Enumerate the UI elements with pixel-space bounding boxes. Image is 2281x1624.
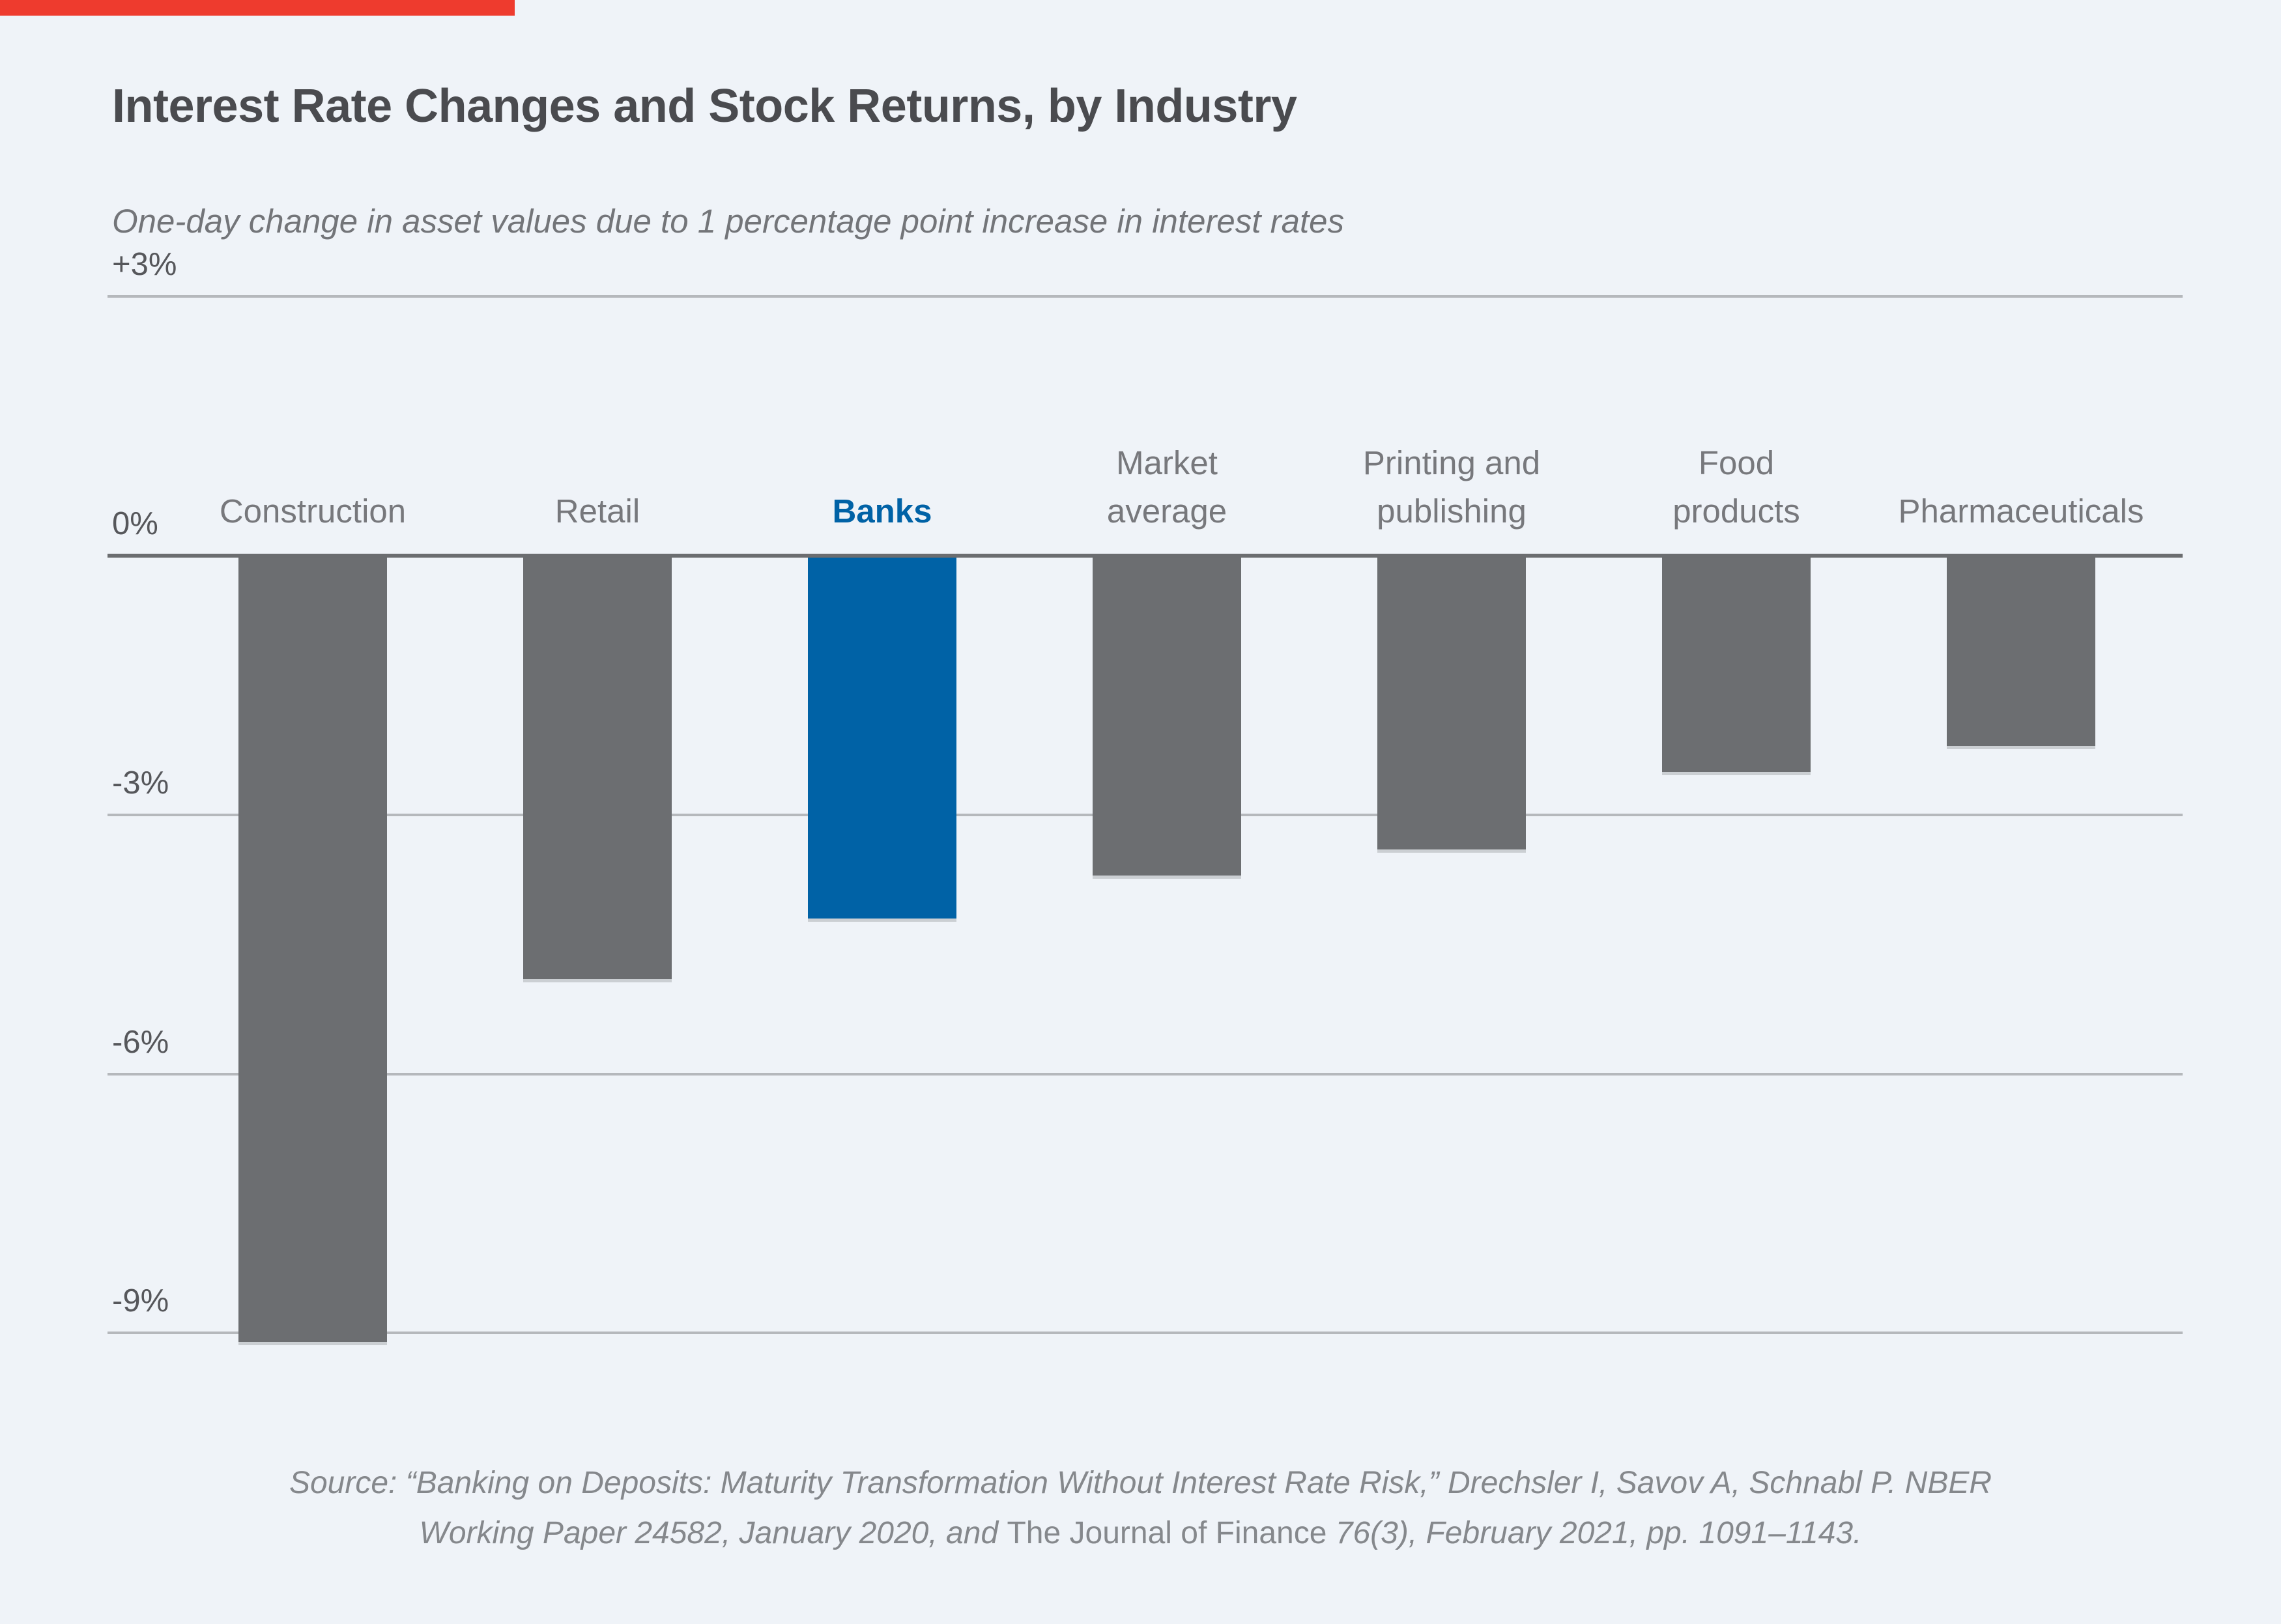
y-tick-label-0: 0% — [112, 506, 158, 541]
chart-subtitle: One-day change in asset values due to 1 … — [112, 203, 1345, 240]
category-label-construction: Construction — [219, 492, 407, 530]
bar-pharmaceuticals — [1947, 556, 2095, 746]
source-line2-issue: 76(3), February 2021, pp. 1091–1143. — [1327, 1516, 1862, 1550]
source-line2-working-paper: Working Paper 24582, January 2020, and — [419, 1516, 1007, 1550]
accent-bar — [0, 0, 515, 16]
y-tick-label--9: -9% — [112, 1283, 169, 1318]
category-label-market-average: Market average — [1106, 444, 1227, 530]
zero-axis-line — [108, 554, 2183, 558]
gridline--6 — [108, 1073, 2183, 1076]
gridline--9 — [108, 1332, 2183, 1334]
category-label-retail: Retail — [554, 492, 640, 530]
gridline-+3 — [108, 295, 2183, 298]
bar-food-products — [1662, 556, 1811, 772]
source-line2-journal-name: The Journal of Finance — [1007, 1516, 1327, 1550]
source-citation: Source: “Banking on Deposits: Maturity T… — [0, 1458, 2281, 1558]
y-tick-label--6: -6% — [112, 1025, 169, 1060]
bar-banks — [808, 556, 956, 919]
bar-construction — [238, 556, 387, 1342]
chart-title: Interest Rate Changes and Stock Returns,… — [112, 80, 1297, 132]
source-line-1: Source: “Banking on Deposits: Maturity T… — [289, 1466, 1992, 1500]
category-label-printing-and-publishing: Printing and publishing — [1362, 444, 1541, 530]
y-tick-label--3: -3% — [112, 765, 169, 801]
category-label-pharmaceuticals: Pharmaceuticals — [1898, 492, 2144, 530]
y-tick-label-+3: +3% — [112, 247, 177, 282]
bar-printing-and-publishing — [1377, 556, 1526, 849]
category-label-banks: Banks — [832, 492, 932, 530]
source-line-2: Working Paper 24582, January 2020, and T… — [0, 1508, 2281, 1558]
bar-market-average — [1093, 556, 1241, 876]
bar-retail — [523, 556, 672, 979]
category-label-food-products: Food products — [1672, 444, 1800, 530]
